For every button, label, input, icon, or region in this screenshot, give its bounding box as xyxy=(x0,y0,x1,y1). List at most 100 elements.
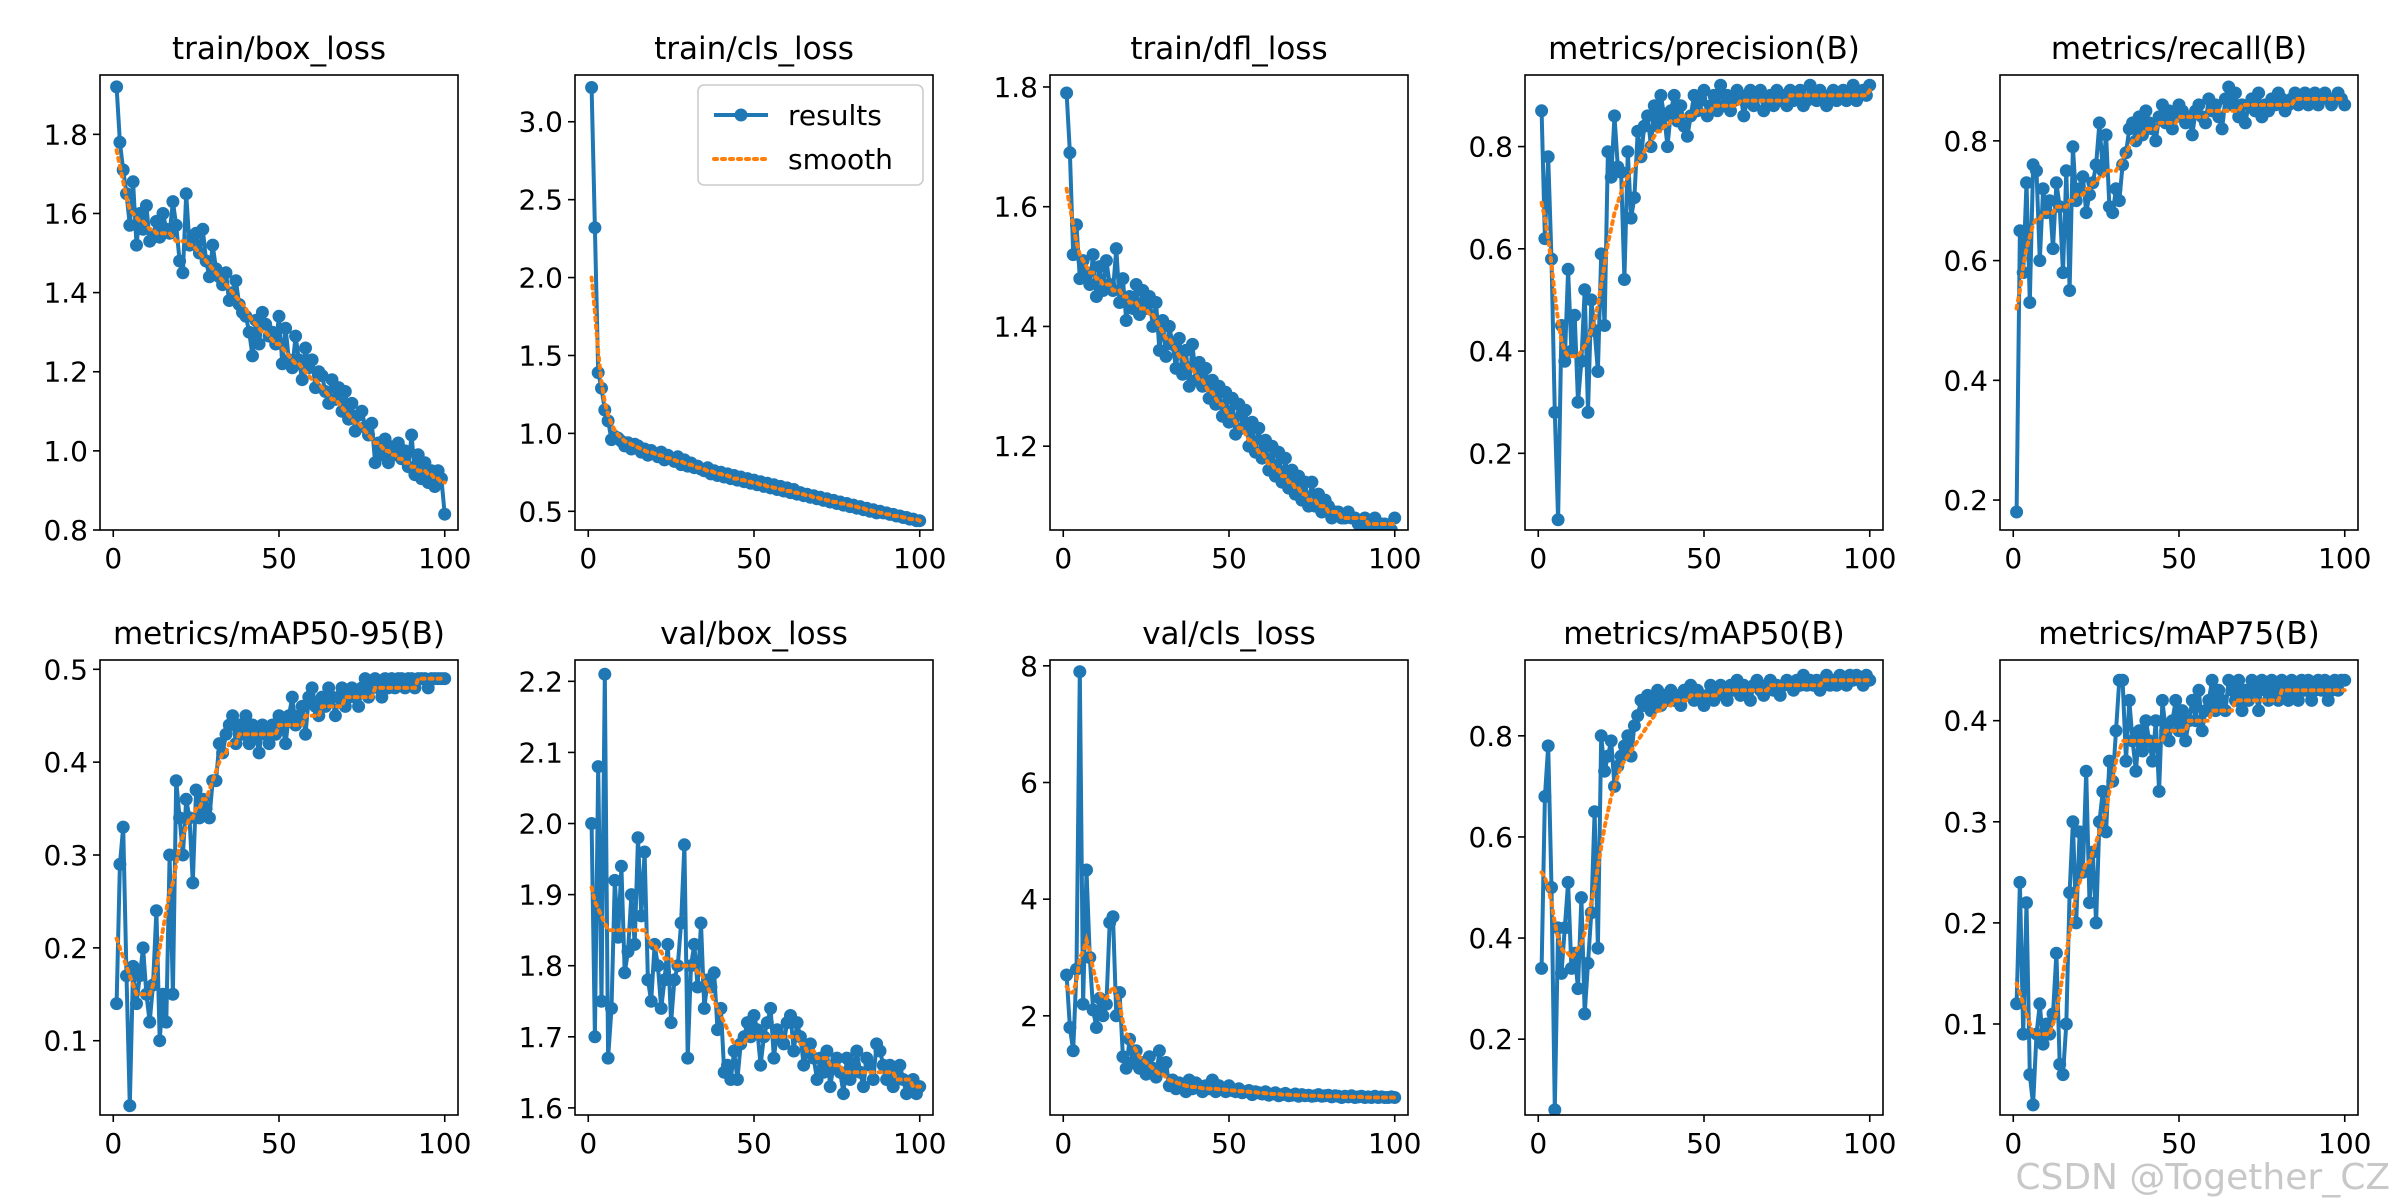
results-point xyxy=(2209,98,2222,112)
results-point xyxy=(1535,961,1549,975)
results-point xyxy=(866,1073,880,1086)
results-point xyxy=(2222,673,2236,687)
results-point xyxy=(687,937,701,951)
results-point xyxy=(186,876,200,890)
results-point xyxy=(1106,910,1120,924)
results-point xyxy=(1116,1050,1130,1064)
results-point xyxy=(1743,693,1757,707)
results-point xyxy=(1384,523,1398,530)
subplot-metrics-map50-95-b: metrics/mAP50-95(B) 0.1 0.2 0.3 0.4 0.5 0 50 100 xyxy=(43,616,471,1160)
results-point xyxy=(2202,693,2216,707)
y-tick-label: 1.5 xyxy=(518,339,563,372)
results-point xyxy=(764,1001,778,1015)
results-point xyxy=(585,817,599,830)
results-point xyxy=(843,1073,857,1086)
results-point xyxy=(1637,119,1651,133)
results-point xyxy=(1604,734,1618,748)
subplot-title: train/cls_loss xyxy=(654,31,854,67)
results-point xyxy=(1581,956,1595,970)
y-tick-label: 0.4 xyxy=(1943,364,1988,397)
results-point xyxy=(1820,99,1834,113)
results-point xyxy=(2179,734,2193,748)
x-tick-label: 0 xyxy=(2004,542,2022,575)
results-point xyxy=(1066,1044,1080,1058)
results-point xyxy=(1096,1009,1110,1023)
results-point xyxy=(1561,262,1575,276)
results-point xyxy=(1604,170,1618,184)
x-tick-label: 0 xyxy=(2004,1127,2022,1160)
x-tick-label: 50 xyxy=(736,1127,772,1160)
results-point xyxy=(1571,982,1585,996)
results-point xyxy=(2228,86,2242,100)
y-tick-label: 2.5 xyxy=(518,184,563,217)
results-point xyxy=(1123,290,1137,303)
subplot-title: val/cls_loss xyxy=(1142,616,1316,652)
results-point xyxy=(1574,891,1588,905)
results-point xyxy=(707,966,721,980)
results-point xyxy=(113,857,127,871)
x-tick-label: 50 xyxy=(1211,542,1247,575)
results-point xyxy=(166,195,180,209)
results-point xyxy=(1631,709,1645,723)
results-point xyxy=(173,811,187,825)
results-point xyxy=(2192,98,2206,112)
results-point xyxy=(1541,150,1555,164)
x-tick-label: 0 xyxy=(1054,542,1072,575)
axes-frame xyxy=(1524,74,1884,531)
results-point xyxy=(398,444,412,458)
results-point xyxy=(2079,206,2093,220)
results-point xyxy=(730,1073,744,1086)
y-tick-label: 1.7 xyxy=(518,1021,563,1054)
results-point xyxy=(1086,248,1100,262)
x-tick-label: 0 xyxy=(1529,542,1547,575)
results-point xyxy=(2318,673,2332,687)
results-point xyxy=(2099,128,2113,142)
subplot-title: metrics/precision(B) xyxy=(1548,31,1860,67)
results-point xyxy=(2146,754,2159,768)
results-point xyxy=(315,369,329,383)
results-point xyxy=(2265,673,2279,687)
results-point xyxy=(156,207,170,220)
results-point xyxy=(2285,673,2299,687)
results-point xyxy=(1846,78,1860,92)
plot-area xyxy=(110,80,452,521)
results-point xyxy=(110,997,124,1011)
results-point xyxy=(2036,182,2050,196)
x-tick-label: 50 xyxy=(2161,542,2197,575)
results-point xyxy=(2139,104,2153,118)
results-point xyxy=(2268,683,2282,697)
results-point xyxy=(1627,719,1641,733)
results-point xyxy=(255,305,269,319)
results-point xyxy=(2281,693,2295,707)
results-point xyxy=(585,81,599,94)
x-tick-label: 100 xyxy=(418,542,471,575)
results-point xyxy=(823,1080,837,1094)
results-point xyxy=(1617,739,1631,753)
results-point xyxy=(1063,146,1077,160)
results-point xyxy=(2258,683,2272,697)
results-point xyxy=(1803,78,1817,92)
results-point xyxy=(2049,946,2063,960)
results-point xyxy=(1558,354,1572,368)
smooth-line xyxy=(2014,688,2347,1037)
results-point xyxy=(1588,805,1602,819)
watermark: CSDN @Together_CZ xyxy=(2015,1157,2390,1198)
y-tick-label: 2.0 xyxy=(518,808,563,841)
results-point xyxy=(2232,673,2246,687)
results-point xyxy=(2185,128,2199,142)
results-point xyxy=(2152,784,2166,798)
y-tick-label: 0.5 xyxy=(43,653,88,686)
results-point xyxy=(1152,1044,1166,1058)
subplot-train-cls-loss: train/cls_loss 0.5 1.0 1.5 2.0 2.5 3.0 0 50 100 re… xyxy=(518,31,946,575)
x-tick-label: 100 xyxy=(418,1127,471,1160)
results-point xyxy=(305,353,319,367)
results-point xyxy=(176,266,190,280)
results-point xyxy=(1664,104,1678,118)
results-point xyxy=(1176,367,1190,381)
y-tick-label: 1.0 xyxy=(518,417,563,450)
y-tick-label: 0.2 xyxy=(1468,1023,1513,1056)
results-point xyxy=(1555,966,1568,980)
y-tick-label: 0.8 xyxy=(1468,131,1513,164)
results-point xyxy=(2215,122,2229,136)
results-point xyxy=(1601,749,1615,763)
